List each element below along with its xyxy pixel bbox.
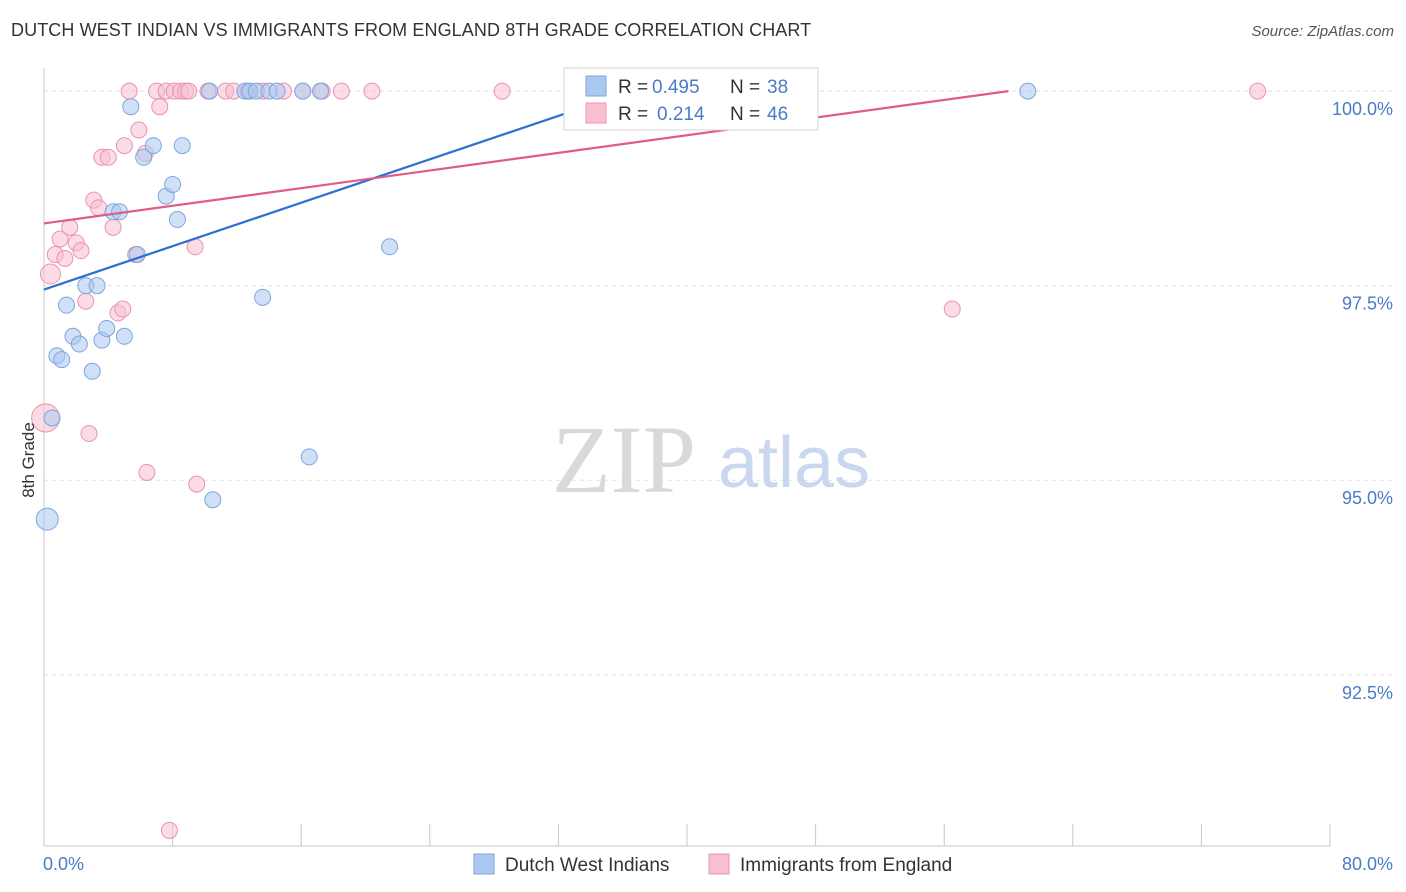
watermark: ZIP atlas	[552, 406, 870, 513]
x-tick-max: 80.0%	[1342, 854, 1393, 874]
watermark-zip: ZIP	[552, 406, 696, 513]
point-dutch-west-indians	[1019, 82, 1037, 100]
bottom-legend: Dutch West Indians Immigrants from Engla…	[473, 853, 952, 876]
point-immigrants-from-england	[151, 98, 169, 116]
point-dutch-west-indians	[168, 211, 186, 229]
y-tick-label: 100.0%	[1332, 99, 1393, 119]
point-dutch-west-indians	[204, 491, 222, 509]
point-dutch-west-indians	[70, 335, 88, 353]
point-immigrants-from-england	[120, 82, 138, 100]
legend-swatch-blue	[585, 75, 607, 97]
point-immigrants-from-england	[39, 263, 61, 285]
y-tick-label: 97.5%	[1342, 294, 1393, 314]
point-immigrants-from-england	[115, 137, 133, 155]
point-dutch-west-indians	[173, 137, 191, 155]
stats-legend: R = 0.495 N = 38 R = 0.214 N = 46	[563, 67, 819, 131]
point-dutch-west-indians	[268, 82, 286, 100]
legend-r-label-blue: R =	[618, 77, 648, 98]
axes	[43, 68, 1331, 847]
y-tick-label: 92.5%	[1342, 683, 1393, 703]
point-immigrants-from-england	[1249, 82, 1267, 100]
legend-n-label-pink: N =	[730, 104, 760, 125]
point-dutch-west-indians	[43, 409, 61, 427]
point-immigrants-from-england	[943, 300, 961, 318]
point-immigrants-from-england	[56, 249, 74, 267]
trend-line-blue	[43, 82, 656, 291]
point-dutch-west-indians	[88, 277, 106, 295]
chart-title: DUTCH WEST INDIAN VS IMMIGRANTS FROM ENG…	[11, 20, 812, 40]
point-dutch-west-indians	[53, 351, 71, 369]
watermark-atlas: atlas	[718, 423, 870, 503]
legend-n-value-pink: 46	[767, 104, 788, 125]
legend-swatch-pink	[585, 102, 607, 124]
legend-r-value-pink: 0.214	[657, 104, 705, 125]
point-immigrants-from-england	[138, 463, 156, 481]
point-dutch-west-indians	[201, 82, 219, 100]
point-immigrants-from-england	[332, 82, 350, 100]
legend-n-label-blue: N =	[730, 77, 760, 98]
bottom-legend-label-pink: Immigrants from England	[740, 855, 952, 876]
x-tick-min: 0.0%	[43, 854, 84, 874]
grid-lines	[44, 90, 1394, 676]
point-immigrants-from-england	[363, 82, 381, 100]
y-axis-title: 8th Grade	[19, 422, 38, 498]
point-immigrants-from-england	[51, 230, 69, 248]
point-immigrants-from-england	[493, 82, 511, 100]
legend-n-value-blue: 38	[767, 77, 788, 98]
point-dutch-west-indians	[381, 238, 399, 256]
point-dutch-west-indians	[300, 448, 318, 466]
point-immigrants-from-england	[72, 242, 90, 260]
legend-r-label-pink: R =	[618, 104, 648, 125]
point-dutch-west-indians	[294, 82, 312, 100]
point-immigrants-from-england	[130, 121, 148, 139]
point-immigrants-from-england	[77, 292, 95, 310]
point-dutch-west-indians	[311, 82, 329, 100]
bottom-legend-swatch-pink	[708, 853, 730, 875]
point-immigrants-from-england	[104, 218, 122, 236]
point-dutch-west-indians	[98, 319, 116, 337]
point-immigrants-from-england	[180, 82, 198, 100]
source-label: Source: ZipAtlas.com	[1251, 23, 1394, 40]
legend-r-value-blue: 0.495	[652, 77, 700, 98]
point-immigrants-from-england	[114, 300, 132, 318]
bottom-legend-swatch-blue	[473, 853, 495, 875]
point-dutch-west-indians	[254, 288, 272, 306]
series-dutch-west-indians	[35, 82, 1037, 531]
point-dutch-west-indians	[115, 327, 133, 345]
trend-lines	[43, 82, 1009, 291]
y-tick-labels: 92.5% 95.0% 97.5% 100.0%	[1332, 99, 1393, 703]
axis-labels: 8th Grade 0.0% 80.0%	[19, 422, 1393, 874]
point-dutch-west-indians	[83, 362, 101, 380]
point-immigrants-from-england	[90, 199, 108, 217]
point-immigrants-from-england	[99, 148, 117, 166]
trend-line-pink	[43, 90, 1009, 225]
point-dutch-west-indians	[164, 176, 182, 194]
point-immigrants-from-england	[80, 425, 98, 443]
point-dutch-west-indians	[135, 148, 153, 166]
point-immigrants-from-england	[160, 821, 178, 839]
bottom-legend-label-blue: Dutch West Indians	[505, 855, 669, 876]
point-immigrants-from-england	[188, 475, 206, 493]
point-dutch-west-indians	[122, 98, 140, 116]
point-dutch-west-indians	[144, 137, 162, 155]
y-tick-label: 95.0%	[1342, 488, 1393, 508]
point-dutch-west-indians	[35, 507, 59, 531]
point-dutch-west-indians	[58, 296, 76, 314]
